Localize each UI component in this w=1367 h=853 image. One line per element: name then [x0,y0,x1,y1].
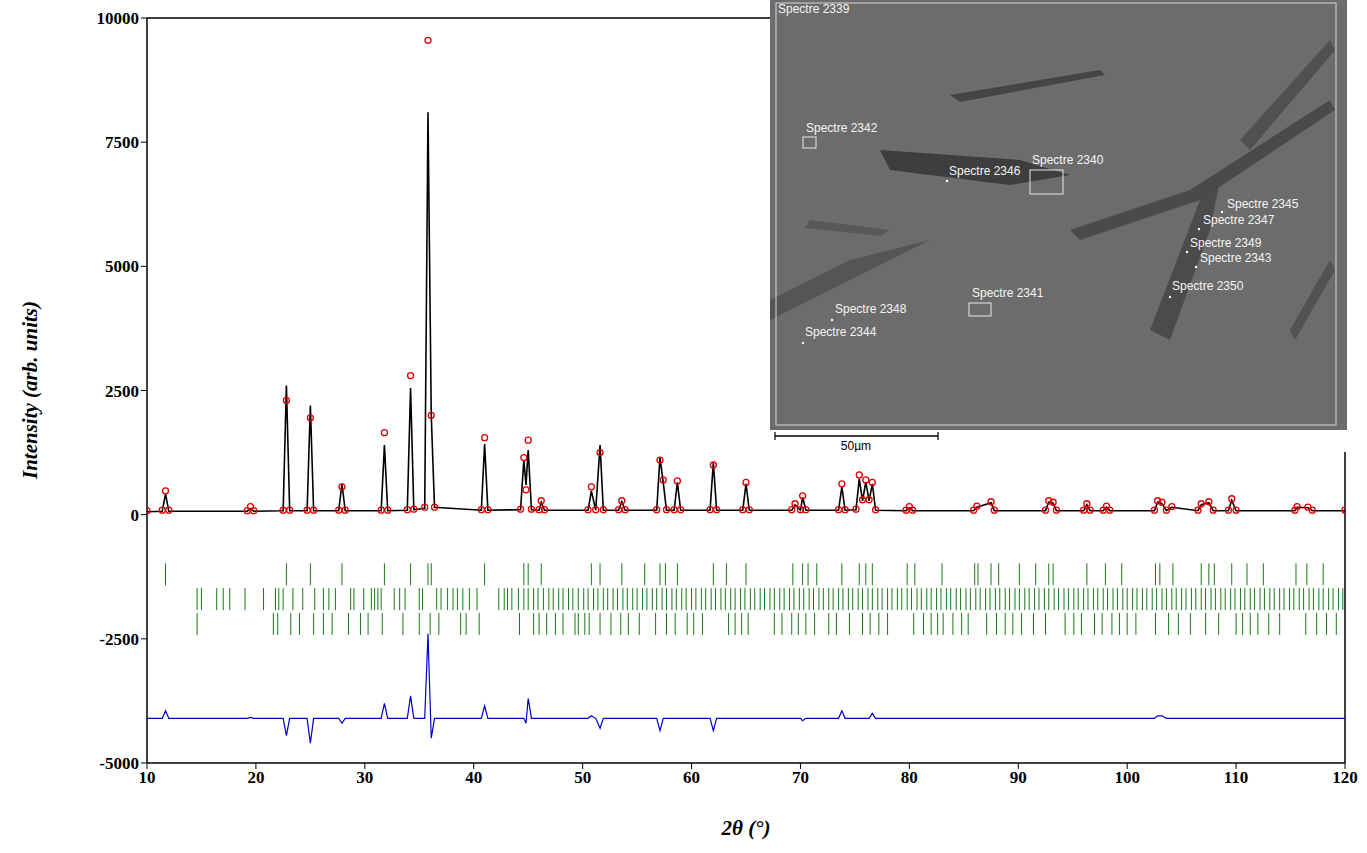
svg-text:Spectre 2347: Spectre 2347 [1203,213,1275,227]
svg-text:60: 60 [683,768,700,787]
svg-text:30: 30 [356,768,373,787]
svg-text:Spectre 2343: Spectre 2343 [1200,251,1272,265]
svg-text:110: 110 [1224,768,1249,787]
svg-text:50µm: 50µm [841,439,871,452]
svg-text:-5000: -5000 [99,754,139,773]
html-text:Intensity (arb. units): Intensity (arb. units) [17,301,42,479]
svg-text:80: 80 [901,768,918,787]
html-text:2θ (°): 2θ (°) [721,815,771,840]
svg-text:Spectre 2342: Spectre 2342 [806,121,878,135]
svg-text:10: 10 [139,768,156,787]
svg-text:Spectre 2341: Spectre 2341 [972,286,1044,300]
svg-text:20: 20 [247,768,264,787]
svg-text:40: 40 [465,768,482,787]
svg-text:10000: 10000 [97,9,140,28]
svg-text:Spectre 2345: Spectre 2345 [1227,197,1299,211]
svg-text:100: 100 [1114,768,1140,787]
svg-text:Spectre 2340: Spectre 2340 [1032,153,1104,167]
svg-text:90: 90 [1010,768,1027,787]
svg-text:120: 120 [1332,768,1358,787]
svg-text:Spectre 2348: Spectre 2348 [835,302,907,316]
svg-text:70: 70 [792,768,809,787]
svg-text:5000: 5000 [105,257,139,276]
svg-text:Spectre 2339: Spectre 2339 [778,2,850,16]
svg-text:2500: 2500 [105,382,139,401]
svg-text:-2500: -2500 [99,630,139,649]
svg-text:7500: 7500 [105,133,139,152]
svg-text:Spectre 2349: Spectre 2349 [1190,236,1262,250]
svg-text:Spectre 2350: Spectre 2350 [1172,279,1244,293]
svg-text:0: 0 [131,506,140,525]
svg-text:Spectre 2344: Spectre 2344 [805,325,877,339]
svg-text:Spectre 2346: Spectre 2346 [949,164,1021,178]
svg-text:50: 50 [574,768,591,787]
